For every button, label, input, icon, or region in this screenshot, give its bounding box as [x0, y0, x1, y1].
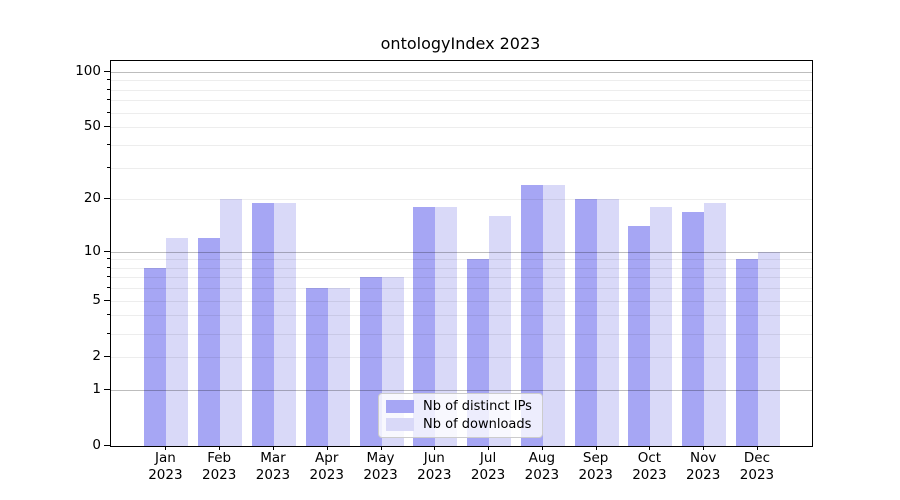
- gridline-minor-40: [111, 144, 812, 146]
- gridline-major-100: [111, 71, 812, 73]
- x-tick-label-jun: Jun 2023: [417, 450, 452, 483]
- y-minor-tickmark-30: [107, 166, 110, 168]
- y-tickmark-1: [104, 388, 110, 390]
- bar-nov-distinct-ips: [682, 211, 705, 446]
- y-tickmark-0: [104, 445, 110, 446]
- y-tickmark-5: [104, 299, 110, 301]
- bar-dec-distinct-ips: [735, 259, 758, 446]
- x-tickmark-jun: [434, 446, 436, 450]
- x-tickmark-sep: [595, 446, 597, 450]
- y-tickmark-50: [104, 126, 110, 128]
- x-tick-label-aug: Aug 2023: [524, 450, 560, 483]
- x-tickmark-mar: [272, 446, 274, 450]
- bar-dec-downloads: [757, 251, 780, 446]
- legend-item-downloads: Nb of downloads: [386, 417, 536, 432]
- y-tick-label-1: 1: [92, 380, 101, 397]
- legend-item-distinct-ips: Nb of distinct IPs: [386, 399, 536, 414]
- y-minor-tickmark-60: [107, 111, 110, 113]
- bar-jun-downloads: [435, 207, 458, 446]
- y-tickmark-2: [104, 355, 110, 357]
- x-tickmark-oct: [649, 446, 651, 450]
- x-tick-label-apr: Apr 2023: [309, 450, 344, 483]
- bar-oct-downloads: [650, 207, 673, 446]
- y-minor-tickmark-3: [107, 332, 110, 334]
- y-tickmark-100: [104, 70, 110, 72]
- y-tick-label-100: 100: [75, 62, 101, 79]
- x-tick-label-oct: Oct 2023: [632, 450, 667, 483]
- y-tickmark-20: [104, 198, 110, 200]
- x-tick-label-nov: Nov 2023: [686, 450, 721, 483]
- gridline-minor-20: [111, 199, 812, 201]
- x-tick-label-jul: Jul 2023: [470, 450, 506, 483]
- y-minor-tickmark-70: [107, 99, 110, 101]
- x-tick-label-may: May 2023: [363, 450, 398, 483]
- bar-may-distinct-ips: [359, 277, 382, 446]
- x-tickmark-jan: [165, 446, 167, 450]
- y-minor-tickmark-7: [107, 276, 110, 278]
- bar-apr-downloads: [327, 288, 350, 446]
- legend-label-downloads: Nb of downloads: [423, 417, 532, 432]
- gridline-minor-70: [111, 100, 812, 102]
- y-tick-label-5: 5: [92, 291, 101, 308]
- y-tick-label-20: 20: [83, 190, 101, 207]
- gridline-minor-50: [111, 127, 812, 129]
- y-minor-tickmark-4: [107, 314, 110, 316]
- bar-aug-downloads: [542, 184, 565, 446]
- x-tickmark-feb: [219, 446, 221, 450]
- y-tick-label-50: 50: [83, 118, 101, 135]
- x-tickmark-aug: [541, 446, 543, 450]
- x-tickmark-nov: [703, 446, 705, 450]
- legend-swatch-distinct-ips: [386, 400, 414, 413]
- x-tickmark-dec: [756, 446, 758, 450]
- y-tick-label-10: 10: [83, 242, 101, 259]
- bar-feb-distinct-ips: [198, 237, 221, 446]
- x-tick-label-feb: Feb 2023: [201, 450, 237, 483]
- bar-jun-distinct-ips: [413, 207, 436, 446]
- bar-jan-distinct-ips: [144, 267, 167, 446]
- y-tickmark-10: [104, 250, 110, 252]
- bar-apr-distinct-ips: [305, 288, 328, 446]
- gridline-minor-90: [111, 80, 812, 82]
- chart-title: ontologyIndex 2023: [380, 34, 541, 53]
- gridline-minor-30: [111, 167, 812, 169]
- bar-nov-downloads: [704, 203, 727, 446]
- bar-sep-distinct-ips: [574, 199, 597, 446]
- gridline-minor-60: [111, 112, 812, 114]
- gridline-minor-80: [111, 89, 812, 91]
- bar-feb-downloads: [220, 199, 243, 446]
- y-tick-label-2: 2: [92, 347, 101, 364]
- x-tickmark-may: [380, 446, 382, 450]
- bar-mar-downloads: [273, 203, 296, 446]
- bar-oct-distinct-ips: [628, 226, 651, 446]
- bar-aug-distinct-ips: [520, 184, 543, 446]
- y-tick-label-0: 0: [92, 437, 101, 453]
- bar-jul-downloads: [489, 216, 512, 446]
- bar-sep-downloads: [596, 199, 619, 446]
- bar-mar-distinct-ips: [251, 203, 274, 446]
- y-minor-tickmark-8: [107, 266, 110, 268]
- legend-label-distinct-ips: Nb of distinct IPs: [423, 399, 532, 414]
- y-minor-tickmark-6: [107, 287, 110, 289]
- plot-area: [110, 60, 813, 447]
- x-tick-label-mar: Mar 2023: [255, 450, 291, 483]
- x-tickmark-jul: [488, 446, 490, 450]
- legend: Nb of distinct IPs Nb of downloads: [378, 393, 543, 438]
- x-tick-label-dec: Dec 2023: [739, 450, 775, 483]
- y-minor-tickmark-80: [107, 88, 110, 90]
- legend-swatch-downloads: [386, 418, 414, 431]
- x-tick-label-sep: Sep 2023: [578, 450, 613, 483]
- x-tick-label-jan: Jan 2023: [148, 450, 183, 483]
- y-minor-tickmark-40: [107, 143, 110, 145]
- x-tickmark-apr: [326, 446, 328, 450]
- y-minor-tickmark-90: [107, 79, 110, 81]
- y-minor-tickmark-9: [107, 258, 110, 260]
- bar-jan-downloads: [166, 237, 189, 446]
